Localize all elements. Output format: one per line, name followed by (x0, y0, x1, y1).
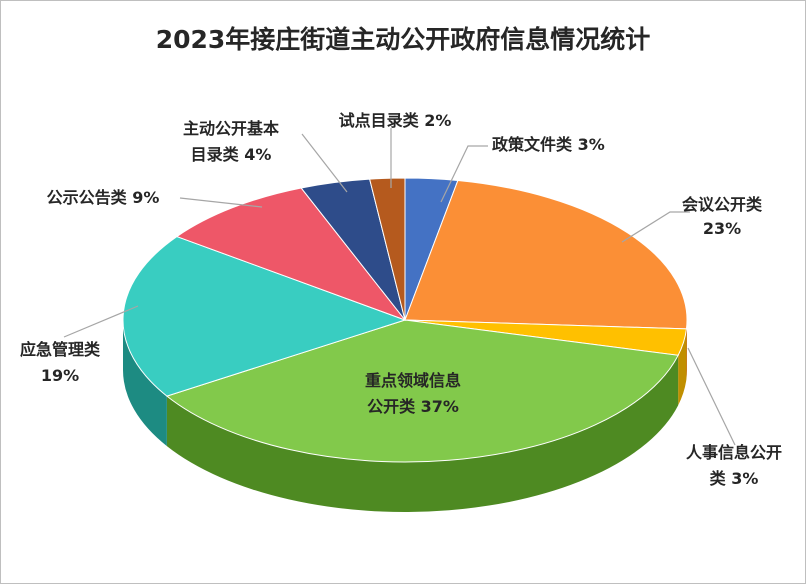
slice-5 (175, 187, 407, 322)
slice-side-3 (166, 355, 679, 512)
data-label-catalog-2: 目录类 4% (191, 145, 272, 164)
pie-sides (123, 320, 687, 512)
leader-line-catalog (301, 133, 348, 193)
pie-slices (122, 177, 688, 463)
leader-line-notice (179, 197, 263, 208)
slice-side-2 (678, 328, 687, 406)
data-label-notice: 公示公告类 9% (47, 188, 160, 207)
slice-side-4 (123, 320, 167, 447)
leader-line-emergency (63, 305, 139, 338)
slice-side-1 (686, 320, 687, 379)
data-labels: 政策文件类 3% 会议公开类 23% 人事信息公开 类 3% 重点领域信息 公开… (20, 111, 782, 488)
data-label-meeting-1: 会议公开类 (682, 195, 763, 214)
chart-title: 2023年接庄街道主动公开政府信息情况统计 (155, 25, 651, 54)
data-label-policy: 政策文件类 3% (492, 135, 605, 154)
data-label-pilot: 试点目录类 2% (339, 111, 452, 130)
data-label-personnel-2: 类 3% (710, 469, 759, 488)
data-label-key-2: 公开类 37% (367, 397, 459, 416)
data-label-key-1: 重点领域信息 (365, 371, 461, 390)
data-label-emergency-1: 应急管理类 (20, 340, 101, 359)
data-label-emergency-2: 19% (41, 366, 79, 385)
slice-1 (404, 179, 688, 330)
leader-lines (63, 128, 736, 446)
data-label-catalog-1: 主动公开基本 (183, 119, 279, 138)
slice-7 (369, 177, 406, 321)
leader-line-policy (440, 145, 488, 203)
leader-line-meeting (621, 211, 690, 243)
slice-4 (122, 235, 407, 397)
leader-line-personnel (687, 347, 736, 446)
data-label-personnel-1: 人事信息公开 (686, 443, 782, 462)
data-label-meeting-2: 23% (703, 219, 741, 238)
